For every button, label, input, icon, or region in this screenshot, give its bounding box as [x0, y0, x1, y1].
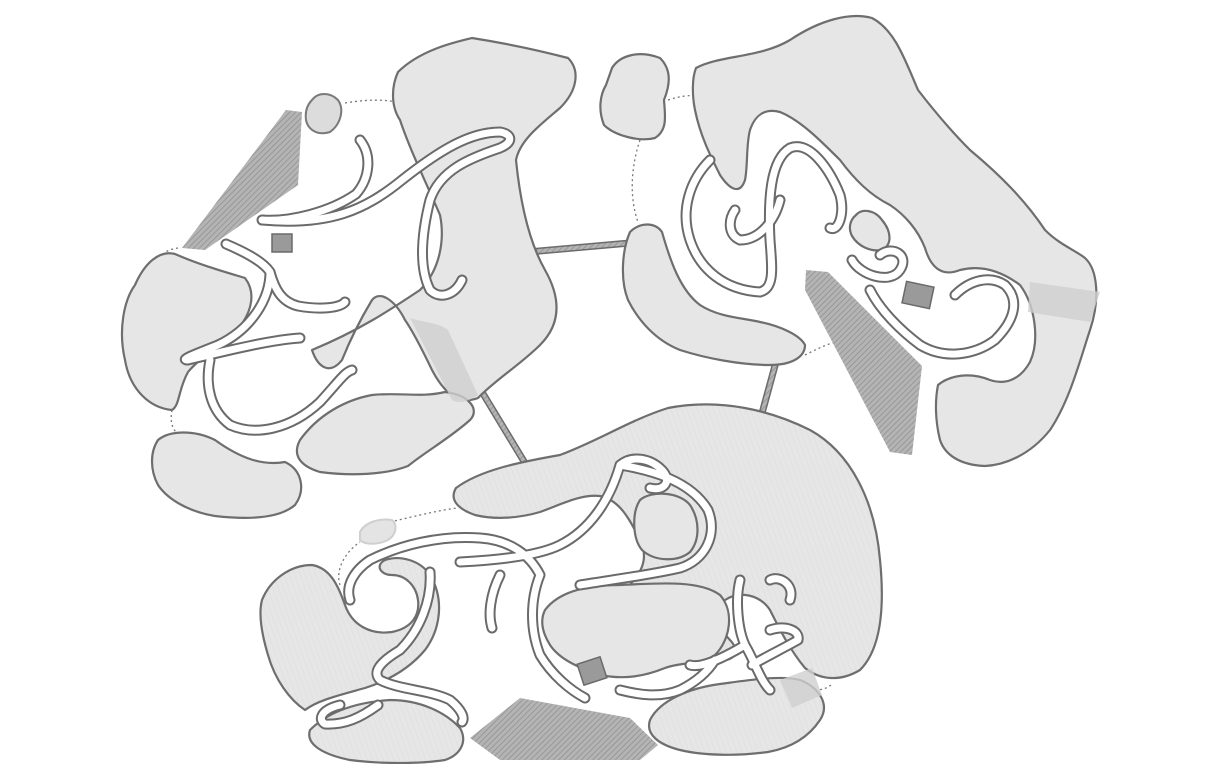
- east-boulder-center: [848, 209, 891, 252]
- south-pale-stone[interactable]: [359, 518, 397, 545]
- east-stone-marker[interactable]: [901, 280, 935, 310]
- west-cliff-north: [310, 36, 577, 402]
- island-west: [120, 36, 577, 519]
- south-cliff-west: [259, 557, 441, 712]
- west-ramp-shadow: [410, 318, 478, 403]
- east-cliff-north: [691, 14, 1098, 468]
- south-boulder-center: [633, 492, 699, 561]
- bridge-west-east[interactable]: [527, 239, 631, 256]
- island-east: [599, 14, 1100, 468]
- east-ramp-shadow: [1028, 282, 1100, 322]
- island-south: [259, 403, 883, 764]
- south-ramp-shadow: [780, 668, 822, 708]
- east-boulder-northwest: [599, 53, 670, 141]
- west-stone-marker[interactable]: [271, 233, 293, 253]
- east-ramp[interactable]: [805, 270, 922, 455]
- west-cliff-southwest: [150, 431, 303, 519]
- east-winding-path[interactable]: [680, 141, 1020, 360]
- west-boulder: [304, 93, 343, 135]
- south-stone-marker[interactable]: [576, 655, 608, 687]
- bridge-west-south[interactable]: [479, 390, 531, 470]
- west-winding-path[interactable]: [179, 126, 516, 436]
- west-ramp[interactable]: [182, 110, 302, 250]
- south-ramp[interactable]: [470, 698, 658, 760]
- west-cliff-south: [295, 390, 475, 476]
- south-winding-path[interactable]: [315, 453, 804, 730]
- bridges: [479, 239, 780, 470]
- south-cliff-southeast: [647, 676, 826, 756]
- east-cliff-west: [621, 223, 807, 367]
